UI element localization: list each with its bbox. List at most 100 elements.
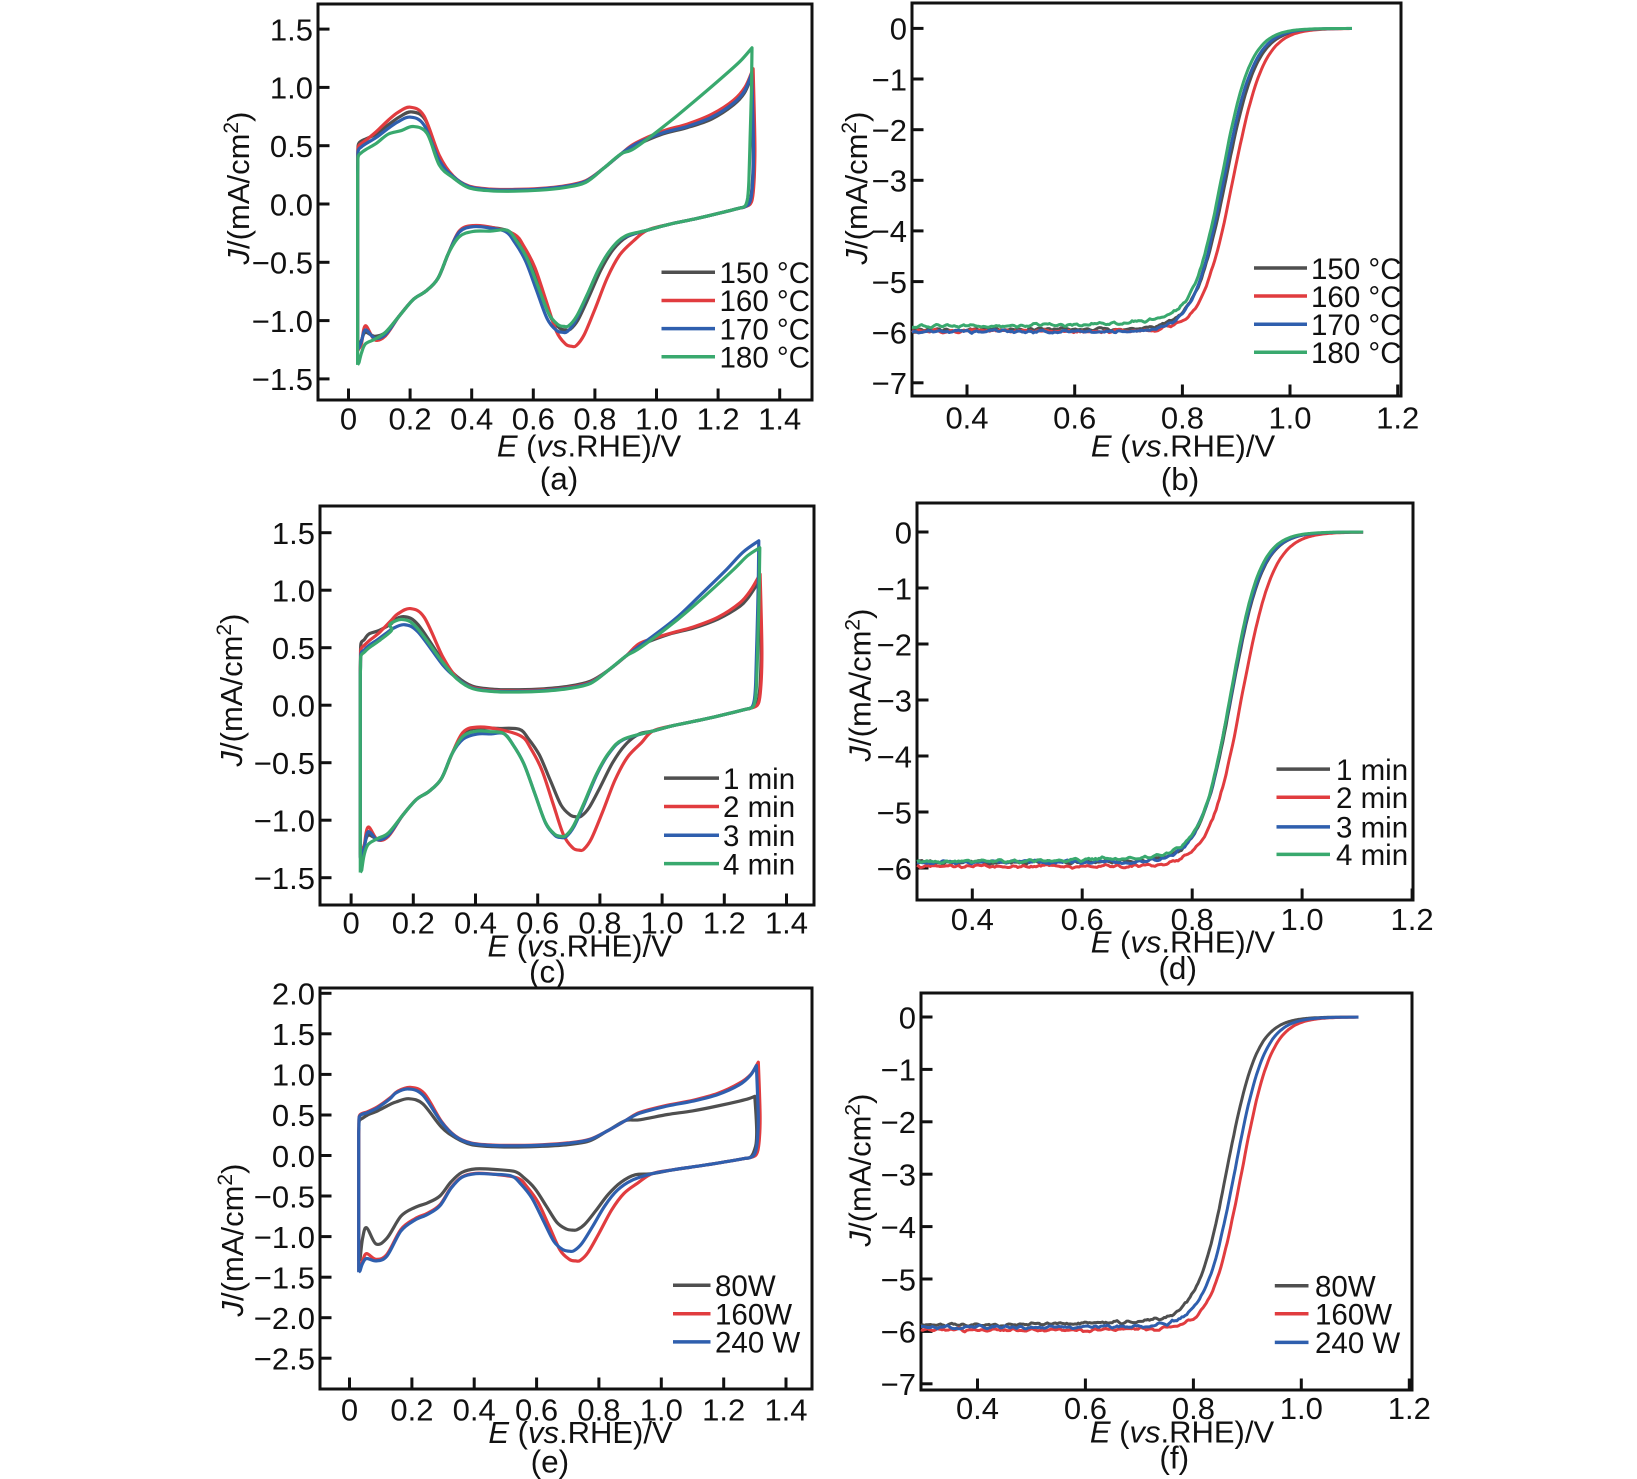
svg-text:−6: −6 [881, 1315, 916, 1350]
svg-text:80W: 80W [1315, 1271, 1376, 1304]
svg-text:0.8: 0.8 [573, 402, 616, 437]
svg-text:−1.5: −1.5 [254, 1261, 315, 1296]
svg-text:160 °C: 160 °C [720, 285, 811, 318]
svg-text:0.0: 0.0 [272, 689, 315, 724]
svg-text:−2: −2 [872, 113, 907, 148]
svg-text:−4: −4 [872, 214, 907, 249]
svg-text:0: 0 [890, 12, 907, 47]
svg-text:−2.5: −2.5 [254, 1342, 315, 1377]
svg-text:0.8: 0.8 [1161, 401, 1204, 436]
svg-text:J/(mA/cm2): J/(mA/cm2) [838, 112, 874, 266]
svg-text:1.5: 1.5 [272, 516, 315, 551]
svg-text:1.0: 1.0 [272, 574, 315, 609]
svg-text:−7: −7 [881, 1367, 916, 1402]
svg-text:0.6: 0.6 [1064, 1391, 1107, 1426]
svg-text:1.2: 1.2 [702, 1393, 745, 1428]
svg-text:(d): (d) [1158, 950, 1197, 986]
svg-text:160W: 160W [715, 1299, 792, 1332]
svg-text:−5: −5 [881, 1262, 916, 1297]
svg-text:4 min: 4 min [1336, 839, 1408, 872]
svg-text:−2: −2 [881, 1105, 916, 1140]
svg-text:0.5: 0.5 [272, 631, 315, 666]
svg-text:−0.5: −0.5 [252, 246, 313, 281]
svg-text:−2.0: −2.0 [254, 1301, 315, 1336]
svg-text:E (vs.RHE)/V: E (vs.RHE)/V [1091, 924, 1276, 959]
svg-text:−5: −5 [872, 265, 907, 300]
svg-text:−1: −1 [881, 1053, 916, 1088]
svg-text:1.5: 1.5 [272, 1017, 315, 1052]
svg-text:(e): (e) [531, 1443, 570, 1479]
svg-text:−6: −6 [877, 851, 912, 886]
svg-text:E (vs.RHE)/V: E (vs.RHE)/V [497, 429, 682, 464]
svg-text:0.6: 0.6 [512, 402, 555, 437]
svg-text:0.0: 0.0 [272, 1139, 315, 1174]
svg-text:E (vs.RHE)/V: E (vs.RHE)/V [487, 929, 672, 964]
svg-text:1.0: 1.0 [641, 906, 684, 941]
svg-text:J/(mA/cm2): J/(mA/cm2) [842, 609, 878, 763]
svg-text:−3: −3 [881, 1158, 916, 1193]
svg-text:E (vs.RHE)/V: E (vs.RHE)/V [488, 1415, 673, 1450]
svg-text:240 W: 240 W [715, 1327, 800, 1360]
svg-text:−1: −1 [877, 571, 912, 606]
svg-text:1 min: 1 min [1336, 754, 1408, 787]
svg-text:1.0: 1.0 [1268, 401, 1311, 436]
svg-text:0.4: 0.4 [956, 1391, 999, 1426]
svg-text:1.5: 1.5 [270, 12, 313, 47]
svg-text:1.4: 1.4 [758, 402, 801, 437]
svg-text:(a): (a) [540, 461, 579, 497]
svg-text:(c): (c) [529, 953, 566, 989]
svg-text:240 W: 240 W [1315, 1327, 1400, 1360]
svg-text:−3: −3 [877, 683, 912, 718]
svg-text:(b): (b) [1161, 461, 1200, 497]
svg-text:4 min: 4 min [723, 848, 795, 881]
svg-text:150 °C: 150 °C [720, 257, 811, 290]
svg-text:0.4: 0.4 [453, 1393, 496, 1428]
svg-text:J/(mA/cm2): J/(mA/cm2) [220, 112, 256, 266]
svg-text:J/(mA/cm2): J/(mA/cm2) [213, 614, 249, 768]
svg-text:J/(mA/cm2): J/(mA/cm2) [842, 1094, 878, 1248]
svg-text:180 °C: 180 °C [720, 342, 811, 375]
svg-text:0: 0 [899, 1000, 916, 1035]
svg-text:0.2: 0.2 [392, 906, 435, 941]
svg-text:170 °C: 170 °C [720, 313, 811, 346]
svg-text:1 min: 1 min [723, 763, 795, 796]
svg-text:−1.0: −1.0 [254, 804, 315, 839]
svg-text:E (vs.RHE)/V: E (vs.RHE)/V [1090, 1414, 1275, 1449]
svg-text:0: 0 [342, 906, 359, 941]
svg-text:−0.5: −0.5 [254, 1179, 315, 1214]
svg-text:3 min: 3 min [1336, 812, 1408, 845]
svg-text:0: 0 [340, 402, 357, 437]
svg-text:1.4: 1.4 [765, 906, 808, 941]
svg-text:0.6: 0.6 [516, 906, 559, 941]
svg-text:−1: −1 [872, 62, 907, 97]
svg-text:160 °C: 160 °C [1311, 281, 1402, 314]
svg-text:0.4: 0.4 [945, 401, 988, 436]
svg-text:0.5: 0.5 [270, 129, 313, 164]
svg-text:0.0: 0.0 [270, 187, 313, 222]
svg-text:−1.0: −1.0 [252, 304, 313, 339]
svg-text:−1.5: −1.5 [254, 861, 315, 896]
svg-text:0.6: 0.6 [1053, 401, 1096, 436]
svg-text:0.2: 0.2 [390, 1393, 433, 1428]
svg-text:−7: −7 [872, 366, 907, 401]
svg-text:1.2: 1.2 [1388, 1391, 1431, 1426]
svg-text:1.2: 1.2 [703, 906, 746, 941]
svg-text:−5: −5 [877, 795, 912, 830]
svg-text:1.0: 1.0 [1280, 1391, 1323, 1426]
svg-text:0: 0 [895, 515, 912, 550]
svg-text:1.2: 1.2 [1391, 902, 1434, 937]
svg-text:0.6: 0.6 [515, 1393, 558, 1428]
svg-text:2 min: 2 min [1336, 782, 1408, 815]
svg-text:1.4: 1.4 [764, 1393, 807, 1428]
svg-text:J/(mA/cm2): J/(mA/cm2) [214, 1164, 250, 1318]
svg-text:−3: −3 [872, 164, 907, 199]
svg-text:0.2: 0.2 [389, 402, 432, 437]
svg-text:0.4: 0.4 [454, 906, 497, 941]
svg-text:0.4: 0.4 [951, 902, 994, 937]
svg-text:1.0: 1.0 [640, 1393, 683, 1428]
svg-text:0.6: 0.6 [1061, 902, 1104, 937]
svg-text:2 min: 2 min [723, 791, 795, 824]
svg-text:80W: 80W [715, 1270, 776, 1303]
svg-text:0.8: 0.8 [1171, 902, 1214, 937]
svg-text:160W: 160W [1315, 1299, 1392, 1332]
